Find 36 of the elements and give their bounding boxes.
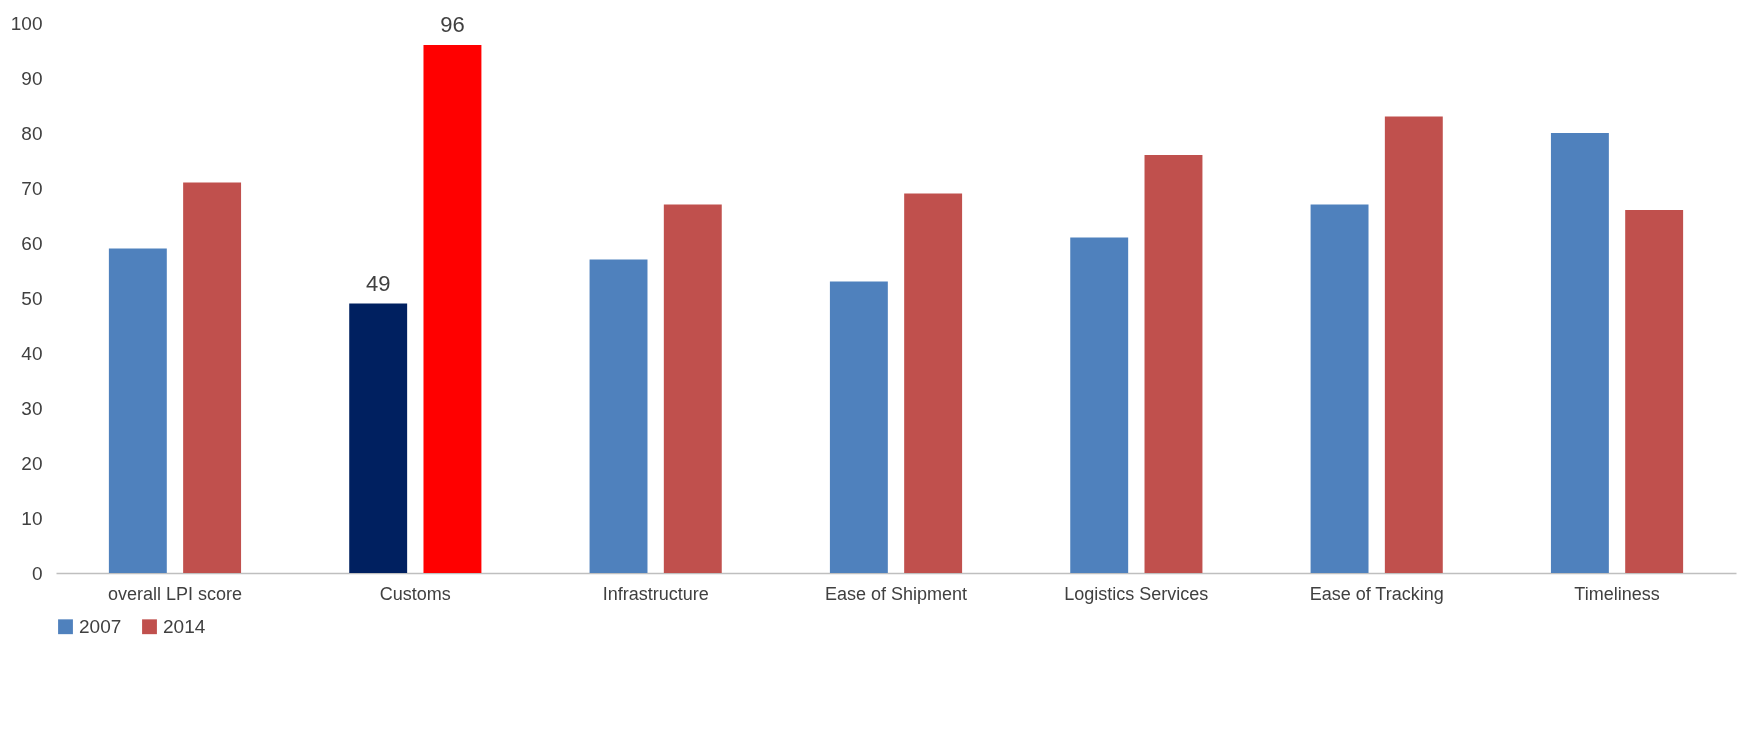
x-tick-label: Logistics Services	[1064, 583, 1209, 604]
y-tick-label: 20	[21, 452, 43, 474]
bar	[349, 303, 408, 573]
x-tick-label: Ease of Tracking	[1309, 583, 1444, 604]
bar	[423, 45, 482, 573]
x-tick-label: Timeliness	[1574, 583, 1660, 604]
y-tick-label: 30	[21, 397, 43, 419]
data-label: 96	[440, 12, 465, 37]
bar	[1310, 204, 1369, 573]
y-tick-label: 0	[31, 562, 43, 584]
y-tick-label: 10	[21, 507, 43, 529]
y-tick-label: 60	[21, 232, 43, 254]
bar	[1384, 116, 1443, 573]
x-tick-label: Infrastructure	[602, 583, 709, 604]
x-tick-label: overall LPI score	[107, 583, 242, 604]
legend-label: 2014	[163, 615, 206, 637]
bar	[183, 182, 242, 573]
data-label: 49	[365, 270, 391, 296]
y-tick-label: 50	[21, 287, 43, 309]
bar	[904, 193, 963, 573]
y-tick-label: 100	[10, 12, 43, 34]
y-tick-label: 70	[21, 177, 43, 199]
legend-label: 2007	[79, 615, 122, 637]
bar	[663, 204, 722, 573]
bar	[1144, 155, 1203, 573]
bar	[1625, 210, 1684, 573]
x-tick-label: Customs	[379, 583, 451, 604]
bar	[1070, 237, 1129, 573]
y-tick-label: 80	[21, 122, 43, 144]
bar	[108, 248, 167, 573]
y-tick-label: 40	[21, 342, 43, 364]
y-tick-label: 90	[21, 67, 43, 89]
bar	[1550, 133, 1609, 573]
bar	[829, 281, 888, 573]
x-tick-label: Ease of Shipment	[824, 583, 968, 604]
bar	[589, 259, 648, 573]
